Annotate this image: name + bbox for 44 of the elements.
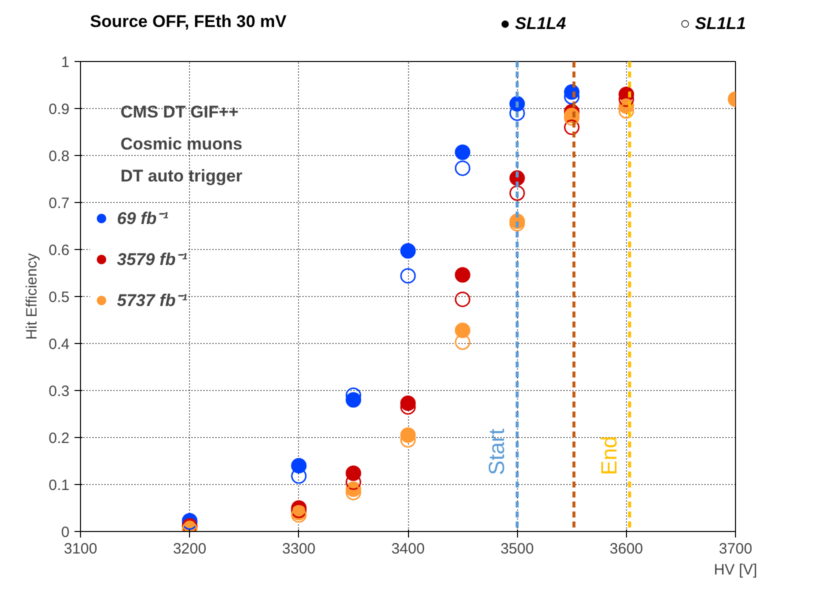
point <box>454 292 470 308</box>
point <box>400 268 416 284</box>
point <box>400 243 416 259</box>
point <box>291 468 307 484</box>
annotation: DT auto trigger <box>120 166 243 186</box>
x-axis-title: HV [V] <box>714 562 758 579</box>
y-tick-label: 0.9 <box>48 101 70 118</box>
chart-title: Source OFF, FEth 30 mV <box>90 11 286 33</box>
point <box>454 160 470 176</box>
point <box>564 120 580 136</box>
y-tick-label: 0.8 <box>48 148 70 166</box>
point <box>454 144 470 160</box>
point <box>454 334 470 350</box>
legend-label: 5737 fb⁻¹ <box>117 290 188 312</box>
y-tick-label: 0.3 <box>48 383 70 400</box>
point <box>618 103 634 119</box>
annotation: Cosmic muons <box>120 134 242 154</box>
point <box>454 267 470 283</box>
y-tick-label: 0 <box>61 524 70 542</box>
ref-line-label: End <box>596 436 622 476</box>
legend-label: 69 fb⁻¹ <box>117 208 168 230</box>
x-tick-label: 3100 <box>64 540 98 558</box>
x-tick-label: 3300 <box>282 540 316 558</box>
point <box>509 186 525 202</box>
point <box>346 485 362 501</box>
legend-label: 3579 fb⁻¹ <box>117 249 188 270</box>
x-tick-label: 3700 <box>718 540 752 558</box>
point <box>454 322 470 338</box>
x-tick-label: 3600 <box>610 540 644 558</box>
text: ○ SL1L1 <box>680 13 746 35</box>
y-tick-label: 0.6 <box>48 242 70 260</box>
y-tick-label: 0.7 <box>48 195 70 212</box>
ref-line-label: Start <box>484 428 510 476</box>
annotation: CMS DT GIF++ <box>120 102 239 122</box>
y-tick-label: 0.2 <box>48 430 70 448</box>
y-axis-title: Hit Efficiency <box>24 253 41 340</box>
y-tick-label: 0.1 <box>48 477 70 494</box>
y-tick-label: 1 <box>61 54 70 72</box>
x-tick-label: 3400 <box>391 540 425 558</box>
text: ● SL1L4 <box>500 13 566 35</box>
x-tick-label: 3500 <box>500 540 534 558</box>
y-tick-label: 0.4 <box>48 336 70 354</box>
x-tick-label: 3200 <box>172 540 206 558</box>
y-tick-label: 0.5 <box>48 289 70 306</box>
